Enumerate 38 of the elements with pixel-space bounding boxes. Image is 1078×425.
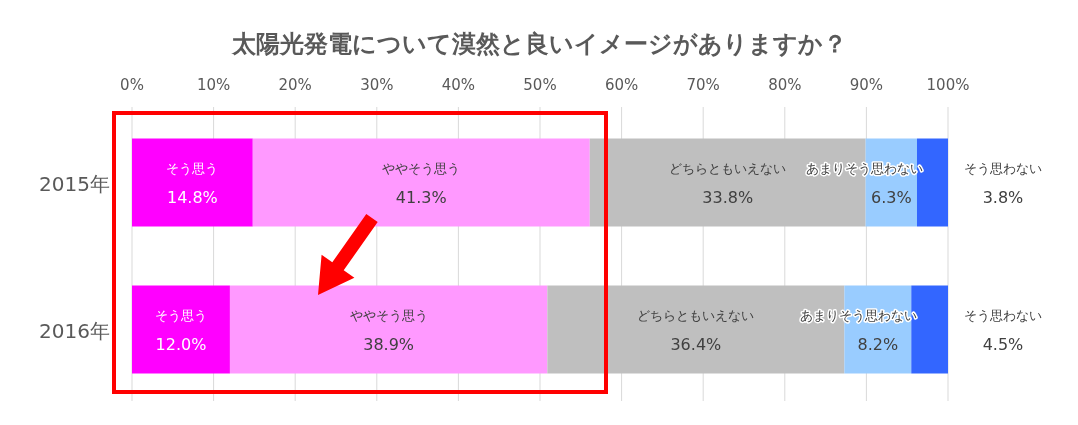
data-label: 8.2% — [857, 334, 899, 354]
bar — [132, 138, 253, 227]
chart-title: 太陽光発電について漠然と良いイメージがありますか？ — [230, 30, 847, 58]
x-tick-label: 100% — [926, 76, 970, 94]
y-tick-label: 2016年 — [39, 318, 110, 343]
x-tick-label: 40% — [441, 76, 476, 94]
x-tick-label: 80% — [768, 76, 802, 94]
text: そう思う — [154, 307, 207, 323]
series-label: ややそう思う — [382, 160, 461, 176]
x-tick-label: 10% — [196, 76, 231, 94]
text: そう思わない — [964, 307, 1042, 323]
x-tick-label: 30% — [360, 76, 394, 94]
data-label: 4.5% — [982, 334, 1024, 354]
y-tick-label: 2015年 — [39, 171, 110, 196]
series-label: あまりそう思わない — [805, 160, 923, 176]
series-label: そう思わない — [964, 160, 1042, 176]
bar — [229, 285, 548, 374]
x-tick-label: 70% — [686, 76, 720, 94]
data-label: 33.8% — [702, 187, 754, 207]
x-tick-label: 0% — [120, 76, 144, 94]
bar — [132, 285, 230, 374]
x-tick-label: 20% — [278, 76, 312, 94]
text: あまりそう思わない — [800, 307, 918, 323]
data-label: 41.3% — [395, 187, 447, 207]
x-tick-label: 50% — [523, 76, 557, 94]
bar — [252, 138, 590, 227]
data-label: 36.4% — [670, 334, 722, 354]
x-tick-label: 60% — [604, 76, 639, 94]
data-label: 14.8% — [166, 187, 218, 207]
data-label: 3.8% — [982, 187, 1024, 207]
text: ややそう思う — [349, 307, 428, 323]
data-label: 38.9% — [363, 334, 415, 354]
series-label: そう思う — [166, 160, 219, 176]
x-tick-label: 90% — [849, 76, 884, 94]
data-label: 6.3% — [870, 187, 912, 207]
series-label: どちらともいえない — [669, 160, 787, 176]
data-label: 12.0% — [155, 334, 207, 354]
text: どちらともいえない — [637, 307, 755, 323]
